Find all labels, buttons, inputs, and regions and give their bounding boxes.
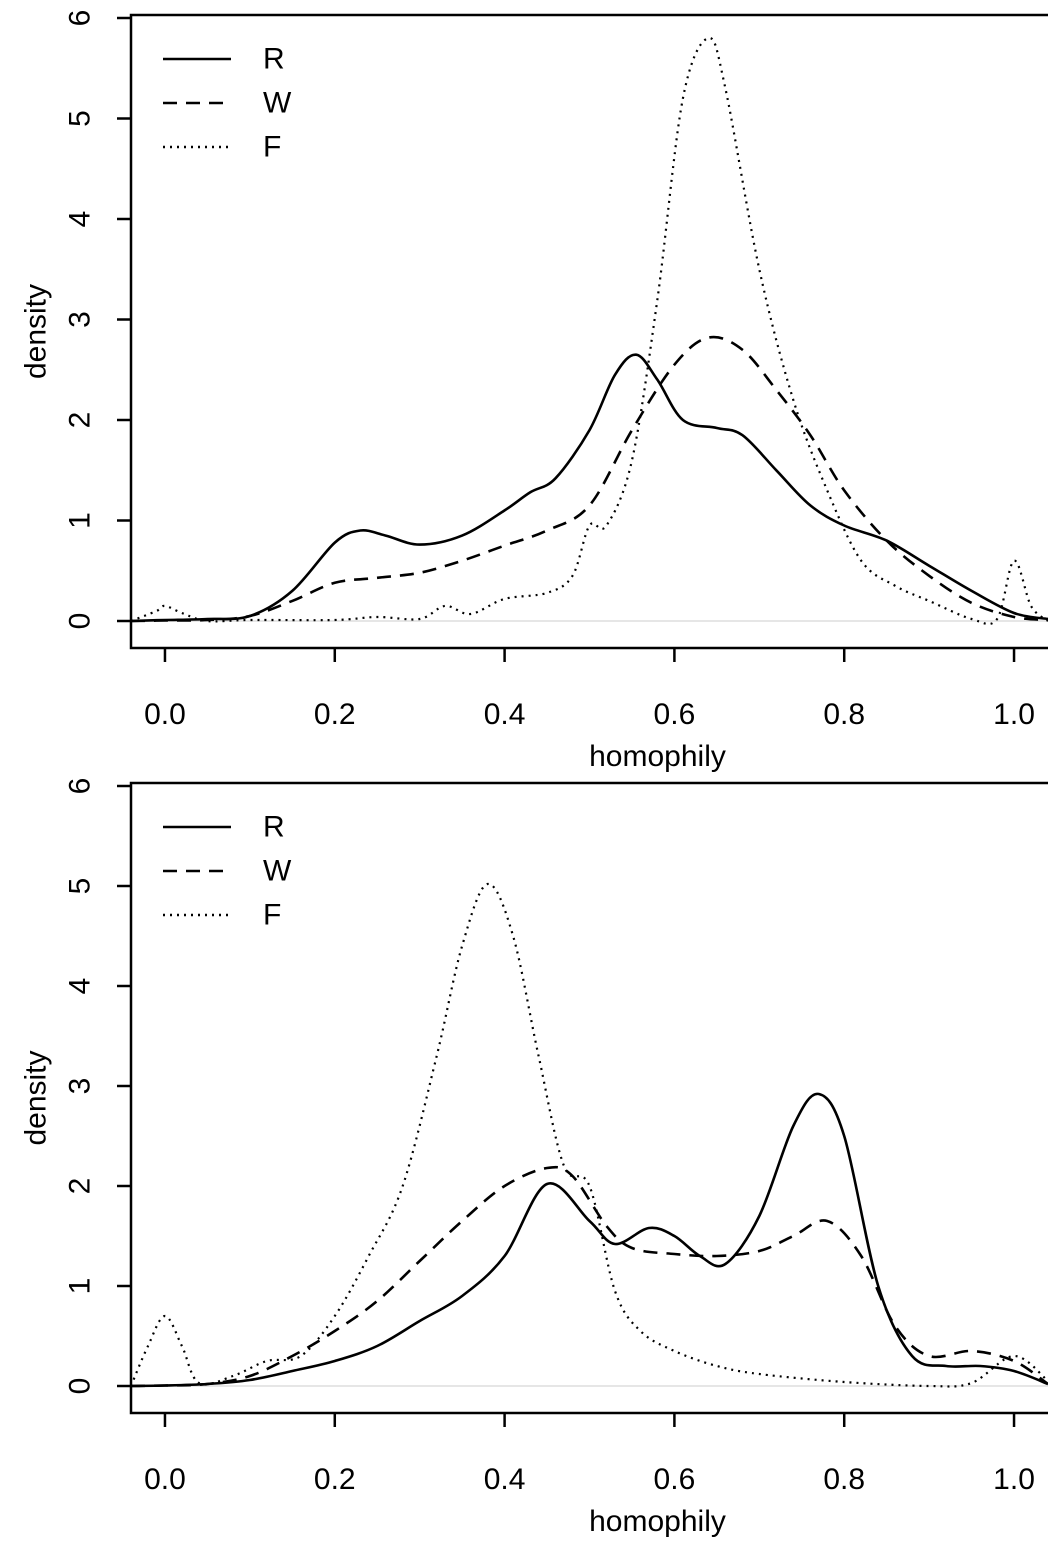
y-tick-label: 4 bbox=[64, 211, 97, 228]
x-tick-label: 0.6 bbox=[654, 698, 696, 731]
y-tick-label: 4 bbox=[64, 978, 97, 995]
x-tick-label: 0.2 bbox=[314, 698, 356, 731]
x-tick-label: 0.4 bbox=[484, 698, 526, 731]
series-line-W bbox=[131, 1165, 1048, 1388]
y-tick-label: 3 bbox=[64, 311, 97, 328]
x-tick-label: 0.6 bbox=[654, 1463, 696, 1496]
y-tick-label: 2 bbox=[64, 1178, 97, 1195]
y-tick-label: 5 bbox=[64, 110, 97, 127]
x-axis-title: homophily bbox=[589, 740, 726, 773]
legend-label-W: W bbox=[263, 855, 292, 888]
y-tick-label: 2 bbox=[64, 412, 97, 429]
series-line-F bbox=[131, 882, 1048, 1388]
chart-panel-1: 0 1 2 3 4 5 6 0.0 0.2 0.4 0.6 0.8 1.0 homophily densit… bbox=[20, 10, 1048, 773]
y-tick-label: 6 bbox=[64, 778, 97, 795]
y-tick-label: 3 bbox=[64, 1078, 97, 1095]
y-tick-label: 0 bbox=[64, 1378, 97, 1395]
x-tick-label: 0.0 bbox=[144, 698, 186, 731]
series-line-R bbox=[131, 1092, 1048, 1388]
y-tick-label: 1 bbox=[64, 1278, 97, 1295]
y-tick-label: 0 bbox=[64, 613, 97, 630]
y-axis-title: density bbox=[20, 1050, 53, 1145]
series-group bbox=[131, 36, 1048, 626]
plot-frame bbox=[129, 781, 1048, 1415]
x-tick-label: 0.0 bbox=[144, 1463, 186, 1496]
legend-label-R: R bbox=[263, 811, 285, 844]
chart-panel-2: 0 1 2 3 4 5 6 0.0 0.2 0.4 0.6 0.8 1.0 homophily densit… bbox=[20, 778, 1048, 1538]
x-tick-label: 0.8 bbox=[823, 1463, 865, 1496]
x-tick-label: 0.2 bbox=[314, 1463, 356, 1496]
y-axis-title: density bbox=[20, 284, 53, 379]
x-tick-label: 0.4 bbox=[484, 1463, 526, 1496]
legend-label-F: F bbox=[263, 899, 281, 932]
x-axis-title: homophily bbox=[589, 1505, 726, 1538]
series-line-W bbox=[131, 335, 1048, 623]
plot-frame bbox=[129, 13, 1048, 650]
legend-label-R: R bbox=[263, 43, 285, 76]
x-tick-label: 1.0 bbox=[993, 698, 1035, 731]
series-line-R bbox=[131, 353, 1048, 623]
y-tick-label: 5 bbox=[64, 878, 97, 895]
y-tick-label: 1 bbox=[64, 512, 97, 529]
legend-label-W: W bbox=[263, 87, 292, 120]
x-tick-label: 1.0 bbox=[993, 1463, 1035, 1496]
x-tick-label: 0.8 bbox=[823, 698, 865, 731]
y-tick-label: 6 bbox=[64, 10, 97, 27]
legend-label-F: F bbox=[263, 131, 281, 164]
series-line-F bbox=[131, 36, 1048, 626]
series-group bbox=[131, 882, 1048, 1388]
